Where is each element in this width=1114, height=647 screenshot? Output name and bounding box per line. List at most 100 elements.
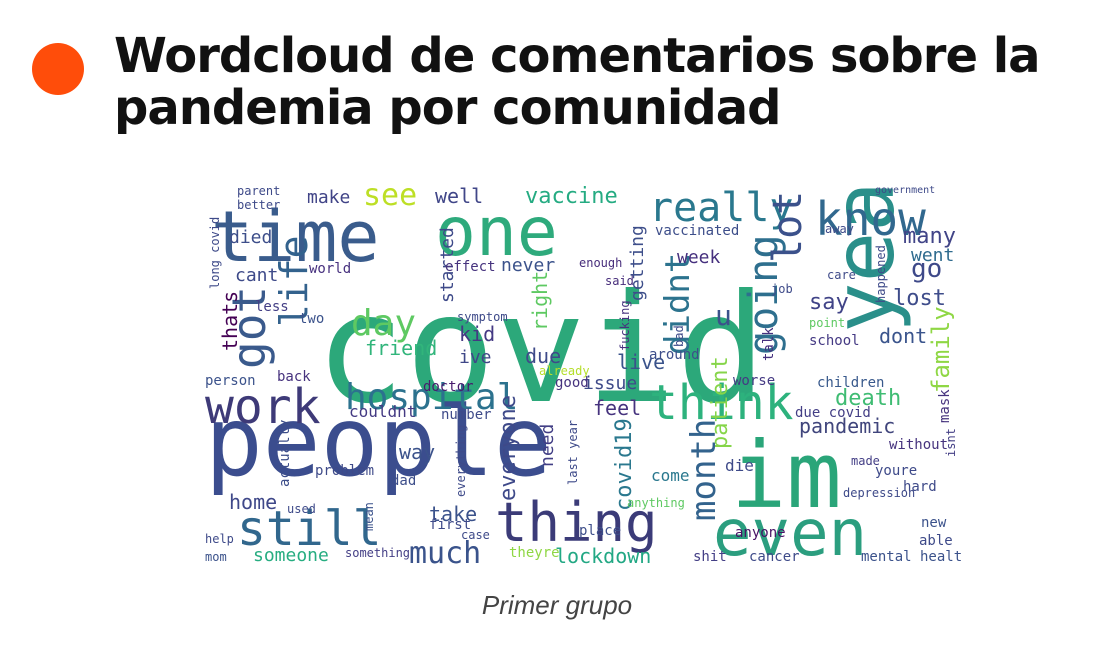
wordcloud-word: used — [287, 502, 316, 516]
wordcloud-word: never — [501, 255, 555, 276]
wordcloud-word: many — [903, 224, 956, 249]
wordcloud-word: youre — [875, 463, 917, 479]
wordcloud-word: cant — [235, 265, 278, 286]
wordcloud-word: case — [461, 528, 490, 542]
wordcloud-word: issue — [583, 373, 637, 394]
wordcloud-word: died — [229, 227, 272, 248]
wordcloud-word: lost — [893, 286, 946, 311]
wordcloud-word: place — [579, 523, 621, 539]
wordcloud-word: number — [441, 407, 492, 423]
wordcloud-word: started — [437, 227, 458, 303]
wordcloud-word: right — [528, 271, 552, 331]
wordcloud-word: two — [299, 311, 324, 327]
wordcloud-word: due covid — [795, 405, 871, 421]
wordcloud-word: first — [429, 517, 471, 533]
wordcloud-word: dad — [391, 473, 416, 489]
wordcloud-word: one — [435, 193, 558, 272]
wordcloud-word: went — [911, 245, 954, 266]
wordcloud-word: back — [277, 369, 311, 385]
wordcloud-word: shit — [693, 549, 727, 565]
wordcloud-word: hospital — [345, 377, 518, 418]
wordcloud-word: worse — [733, 373, 775, 389]
wordcloud-word: know — [815, 192, 926, 246]
wordcloud-word: bad — [672, 325, 686, 347]
wordcloud-word: death — [835, 386, 901, 411]
wordcloud-word: parent — [237, 184, 280, 198]
slide-title: Wordcloud de comentarios sobre la pandem… — [114, 28, 1041, 136]
wordcloud-word: someone — [253, 545, 329, 566]
wordcloud-word: better — [237, 198, 280, 212]
wordcloud-word: family — [927, 306, 955, 393]
wordcloud-word: thats — [218, 291, 242, 351]
wordcloud-word: without — [889, 437, 948, 453]
wordcloud-word: last year — [566, 420, 580, 485]
wordcloud-word: friend — [365, 336, 437, 360]
wordcloud-word: fucking — [618, 300, 632, 351]
bullet-dot — [32, 43, 84, 95]
wordcloud-word: take — [429, 502, 477, 526]
wordcloud-word: life — [272, 235, 316, 327]
wordcloud-word: mom — [205, 550, 227, 564]
wordcloud-word: kid — [459, 322, 495, 346]
wordcloud-word: think — [649, 375, 794, 431]
wordcloud-word: say — [809, 290, 849, 315]
wordcloud-word: isnt — [944, 428, 958, 457]
wordcloud-word: happened — [874, 245, 888, 303]
wordcloud-word: effect — [445, 259, 496, 275]
wordcloud-word: vaccinated — [655, 223, 739, 239]
wordcloud-word: due — [525, 344, 561, 368]
wordcloud-word: good — [555, 375, 589, 391]
wordcloud-word: something — [345, 546, 410, 560]
wordcloud-word: got — [222, 286, 276, 369]
wordcloud-word: much — [409, 536, 481, 571]
wordcloud-word: need — [537, 424, 558, 467]
wordcloud-word: new — [921, 515, 947, 531]
wordcloud-word: home — [229, 490, 277, 514]
wordcloud-word: way — [399, 440, 435, 464]
wordcloud-word: point — [809, 316, 845, 330]
wordcloud-word: person — [205, 373, 256, 389]
wordcloud-word: anything — [627, 496, 685, 510]
wordcloud-word: theyre — [509, 545, 560, 561]
wordcloud-word: month — [684, 419, 724, 521]
wordcloud-word: anyone — [735, 525, 786, 541]
wordcloud-word: people — [205, 386, 552, 498]
wordcloud-word: going — [741, 235, 787, 355]
wordcloud-word: couldnt — [349, 402, 416, 421]
wordcloud-word: world — [309, 261, 351, 277]
wordcloud-word: around — [649, 347, 700, 363]
wordcloud-word: problem — [315, 463, 374, 479]
wordcloud-word: work — [205, 379, 321, 435]
wordcloud-word: care — [827, 268, 856, 282]
wordcloud-word: depression — [843, 486, 915, 500]
wordcloud-word: lockdown — [555, 544, 651, 568]
wordcloud-word: didnt — [658, 253, 698, 355]
wordcloud-word: less — [255, 299, 289, 315]
wordcloud-word: actually — [277, 420, 293, 487]
wordcloud-word: well — [435, 184, 483, 208]
wordcloud-word: school — [809, 333, 860, 349]
wordcloud-word: hard — [903, 479, 937, 495]
wordcloud-word: really — [649, 185, 794, 231]
wordcloud-word: cancer — [749, 549, 800, 565]
wordcloud-word: already — [539, 364, 590, 378]
wordcloud-image: covid people time one year im even thing still wo… — [203, 183, 963, 575]
wordcloud-word: even — [713, 497, 867, 571]
wordcloud-word: dont — [879, 324, 927, 348]
wordcloud-word: doctor — [423, 379, 474, 395]
wordcloud-word: die — [725, 456, 754, 475]
wordcloud-word: thing — [495, 491, 658, 554]
wordcloud-word: mental health — [861, 549, 963, 565]
wordcloud-word: getting — [627, 225, 648, 301]
wordcloud-word: away — [825, 222, 854, 236]
wordcloud-word: week — [677, 247, 721, 268]
wordcloud-word: feel — [593, 396, 641, 420]
wordcloud-word: able — [919, 533, 953, 549]
wordcloud-word: day — [351, 303, 416, 344]
wordcloud-word: see — [363, 183, 417, 213]
wordcloud-word: mask — [937, 389, 953, 423]
wordcloud-word: patient — [708, 356, 733, 449]
wordcloud-word: covid — [315, 263, 767, 437]
wordcloud-word: made — [851, 454, 880, 468]
